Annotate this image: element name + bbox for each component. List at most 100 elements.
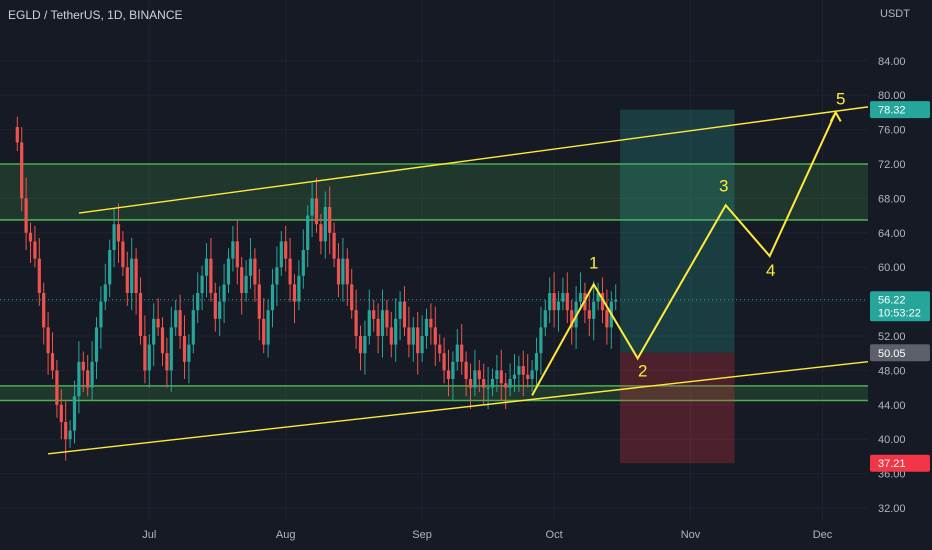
candle-body — [552, 293, 556, 311]
wave-label-5: 5 — [836, 89, 845, 108]
candle-body — [587, 310, 591, 319]
candle-body — [455, 344, 459, 362]
wave-path[interactable] — [531, 111, 837, 396]
time-tick-label: Oct — [546, 529, 563, 541]
last-price-label-bg — [870, 291, 930, 322]
candle-body — [314, 198, 319, 225]
time-axis[interactable]: Jul Aug Sep Oct Nov Dec — [142, 529, 833, 541]
price-tick-label: 52.00 — [878, 331, 906, 343]
candle-body — [244, 275, 248, 293]
candle-body — [222, 284, 226, 302]
candle-body — [464, 361, 468, 379]
candle-body — [328, 207, 332, 233]
candle-body — [363, 336, 367, 354]
candle-body — [592, 301, 596, 319]
candle-body — [288, 258, 292, 285]
price-tick-label: 76.00 — [878, 125, 906, 137]
candle-body — [134, 258, 138, 293]
trendline[interactable] — [78, 106, 869, 214]
candle-body — [112, 224, 116, 250]
candle-body — [81, 361, 85, 371]
candle-body — [301, 250, 305, 276]
candle-body — [565, 293, 569, 311]
candle-body — [204, 258, 209, 276]
price-tick-label: 60.00 — [878, 262, 906, 274]
candle-body — [526, 374, 530, 379]
price-tick-label: 32.00 — [878, 503, 906, 515]
candle-body — [534, 353, 539, 371]
candle-body — [446, 370, 451, 379]
take-profit-zone[interactable] — [620, 109, 735, 353]
countdown-label: 10:53:22 — [878, 308, 921, 320]
candle-body — [556, 301, 561, 311]
zone-fill — [0, 385, 868, 401]
price-tick-label: 80.00 — [878, 90, 906, 102]
candle-body — [398, 301, 402, 319]
candle-body — [108, 250, 112, 285]
candle-body — [306, 215, 310, 250]
candle-body — [20, 142, 24, 199]
entry-price-label-bg — [870, 344, 930, 362]
candle-body — [486, 387, 490, 389]
wave-label-3: 3 — [719, 176, 728, 195]
elliott-wave-projection[interactable]: 1 2 3 4 5 — [531, 89, 845, 396]
candle-body — [68, 430, 72, 440]
symbol-title[interactable]: EGLD / TetherUS, 1D, BINANCE — [8, 8, 183, 22]
price-tick-label: 72.00 — [878, 159, 906, 171]
candle-body — [24, 198, 28, 233]
entry-price-label: 50.05 — [878, 348, 906, 360]
candle-body — [512, 374, 517, 379]
candle-body — [240, 267, 244, 293]
candle-body — [187, 344, 191, 362]
candle-body — [385, 310, 389, 328]
candle-body — [332, 232, 336, 259]
candle-body — [570, 310, 574, 328]
price-tick-label: 68.00 — [878, 193, 906, 205]
candle-body — [490, 379, 495, 388]
candle-body — [297, 275, 301, 302]
candle-body — [15, 127, 19, 143]
candle-body — [380, 310, 385, 336]
price-axis[interactable]: 32.0036.0040.0044.0048.0052.0056.0060.00… — [878, 56, 906, 515]
candle-body — [521, 366, 525, 375]
trendline[interactable] — [48, 360, 869, 455]
candle-body — [37, 258, 41, 293]
candle-body — [94, 327, 99, 362]
candle-body — [147, 344, 151, 371]
long-position-tool[interactable] — [620, 109, 735, 464]
candle-body — [292, 284, 297, 302]
candle-body — [367, 310, 371, 336]
candle-body — [468, 379, 473, 388]
candle-body — [341, 258, 345, 285]
candle-body — [543, 310, 547, 328]
candle-body — [416, 327, 420, 354]
candle-body — [350, 284, 354, 311]
candle-body — [394, 318, 398, 345]
candle-body — [420, 336, 424, 354]
candle-body — [279, 241, 283, 268]
candle-body — [86, 370, 90, 388]
price-tick-label: 84.00 — [878, 56, 906, 68]
candle-body — [156, 318, 160, 328]
candle-body — [90, 361, 94, 388]
price-tick-label: 40.00 — [878, 434, 906, 446]
candle-body — [209, 258, 213, 293]
candle-body — [266, 310, 270, 345]
candle-body — [358, 336, 363, 354]
candle-body — [262, 318, 266, 345]
candle-body — [178, 310, 182, 336]
candle-body — [125, 267, 129, 293]
candle-body — [429, 318, 433, 328]
candle-body — [614, 299, 618, 302]
stop-loss-zone[interactable] — [620, 352, 735, 464]
candle-body — [530, 370, 534, 379]
candle-body — [50, 353, 55, 371]
candle-body — [372, 310, 376, 319]
trendlines[interactable] — [48, 106, 869, 455]
time-tick-label: Aug — [276, 529, 296, 541]
time-tick-label: Jul — [142, 529, 156, 541]
candle-body — [165, 353, 169, 371]
candle-body — [438, 344, 442, 354]
